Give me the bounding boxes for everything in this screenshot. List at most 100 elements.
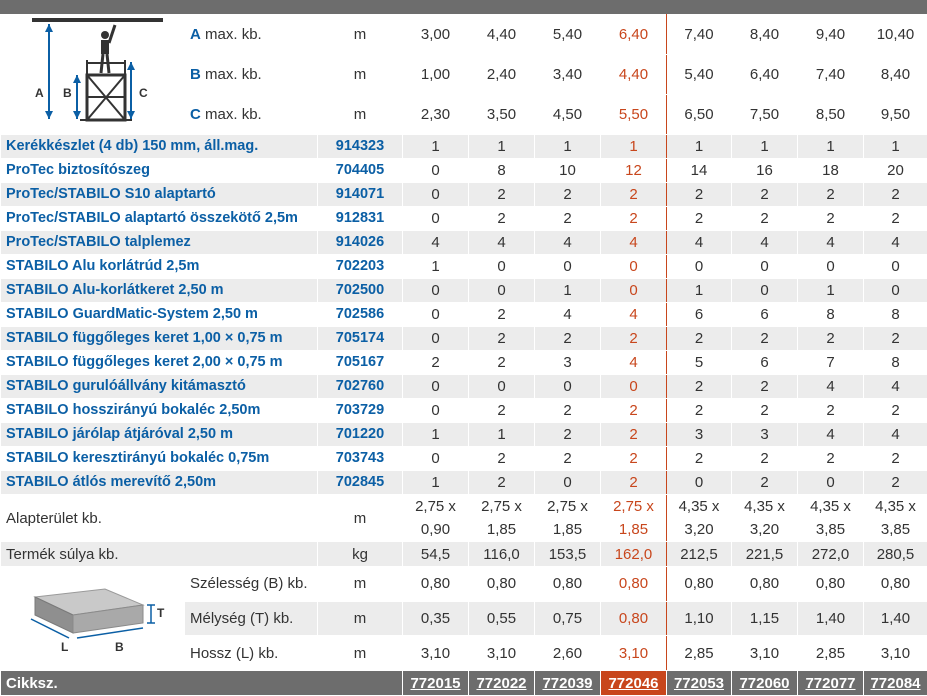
package-value-6: 3,10 — [732, 636, 798, 671]
article-number-link-4[interactable]: 772046 — [601, 671, 667, 696]
height-value-6: 7,50 — [732, 95, 798, 135]
height-value-2: 2,40 — [469, 55, 535, 95]
footprint-value-line1: 2,75 x — [469, 495, 534, 518]
part-qty-8: 4 — [864, 375, 927, 399]
part-qty-8: 2 — [864, 207, 927, 231]
height-value-5: 7,40 — [667, 15, 732, 55]
part-qty-3: 1 — [535, 135, 601, 159]
article-number-link-8[interactable]: 772084 — [864, 671, 927, 696]
part-qty-5: 2 — [667, 399, 732, 423]
part-qty-1: 1 — [403, 135, 469, 159]
height-label-text: max. kb. — [205, 26, 262, 43]
article-number-link-7[interactable]: 772077 — [798, 671, 864, 696]
part-qty-1: 0 — [403, 159, 469, 183]
part-code: 702760 — [318, 375, 403, 399]
part-qty-3: 1 — [535, 279, 601, 303]
footprint-value-line1: 4,35 x — [864, 495, 927, 518]
package-value-4: 0,80 — [601, 567, 667, 602]
part-code: 914026 — [318, 231, 403, 255]
scaffold-picture: A B C — [1, 15, 185, 135]
height-value-8: 10,40 — [864, 15, 927, 55]
part-name: STABILO járólap átjáróval 2,50 m — [1, 423, 318, 447]
height-value-4: 6,40 — [601, 15, 667, 55]
footprint-value-line1: 4,35 x — [798, 495, 863, 518]
footprint-value-line1: 2,75 x — [601, 495, 666, 518]
part-qty-7: 1 — [798, 279, 864, 303]
weight-label: Termék súlya kb. — [1, 542, 318, 567]
part-qty-8: 1 — [864, 135, 927, 159]
height-value-3: 3,40 — [535, 55, 601, 95]
part-name: STABILO Alu korlátrúd 2,5m — [1, 255, 318, 279]
weight-value-4: 162,0 — [601, 542, 667, 567]
weight-value-1: 54,5 — [403, 542, 469, 567]
height-value-2: 3,50 — [469, 95, 535, 135]
package-value-1: 0,80 — [403, 567, 469, 602]
part-qty-7: 0 — [798, 255, 864, 279]
package-unit: m — [318, 636, 403, 671]
part-qty-6: 0 — [732, 255, 798, 279]
part-qty-4: 0 — [601, 255, 667, 279]
part-qty-7: 18 — [798, 159, 864, 183]
part-qty-3: 4 — [535, 231, 601, 255]
height-value-6: 6,40 — [732, 55, 798, 95]
footprint-value-line1: 2,75 x — [403, 495, 468, 518]
footprint-value-line2: 1,85 — [535, 518, 600, 541]
part-qty-1: 0 — [403, 375, 469, 399]
part-qty-4: 4 — [601, 351, 667, 375]
part-qty-2: 0 — [469, 255, 535, 279]
part-qty-4: 2 — [601, 327, 667, 351]
height-value-8: 9,50 — [864, 95, 927, 135]
part-qty-5: 14 — [667, 159, 732, 183]
part-qty-1: 0 — [403, 447, 469, 471]
box-label-t: T — [157, 606, 165, 620]
part-qty-6: 2 — [732, 207, 798, 231]
article-number-link-1[interactable]: 772015 — [403, 671, 469, 696]
height-value-7: 7,40 — [798, 55, 864, 95]
weight-value-8: 280,5 — [864, 542, 927, 567]
part-qty-6: 2 — [732, 399, 798, 423]
part-qty-7: 2 — [798, 183, 864, 207]
part-qty-8: 2 — [864, 183, 927, 207]
height-unit: m — [318, 95, 403, 135]
part-qty-8: 0 — [864, 255, 927, 279]
part-qty-6: 0 — [732, 279, 798, 303]
package-value-6: 1,15 — [732, 601, 798, 636]
height-value-1: 2,30 — [403, 95, 469, 135]
scaffold-label-b: B — [63, 86, 72, 100]
part-qty-2: 4 — [469, 231, 535, 255]
part-qty-8: 4 — [864, 423, 927, 447]
article-number-link-5[interactable]: 772053 — [667, 671, 732, 696]
height-value-4: 5,50 — [601, 95, 667, 135]
package-value-8: 0,80 — [864, 567, 927, 602]
part-qty-7: 7 — [798, 351, 864, 375]
part-qty-4: 2 — [601, 399, 667, 423]
part-code: 705167 — [318, 351, 403, 375]
part-qty-5: 4 — [667, 231, 732, 255]
part-qty-6: 3 — [732, 423, 798, 447]
footprint-value-line2: 1,85 — [469, 518, 534, 541]
article-number-link-6[interactable]: 772060 — [732, 671, 798, 696]
part-code: 702586 — [318, 303, 403, 327]
box-label-l: L — [61, 640, 68, 654]
package-unit: m — [318, 567, 403, 602]
package-picture: T L B — [1, 567, 185, 671]
part-code: 914323 — [318, 135, 403, 159]
part-qty-2: 0 — [469, 279, 535, 303]
footprint-value-line2: 0,90 — [403, 518, 468, 541]
part-qty-6: 6 — [732, 303, 798, 327]
article-number-link-2[interactable]: 772022 — [469, 671, 535, 696]
article-number-link-3[interactable]: 772039 — [535, 671, 601, 696]
part-qty-4: 0 — [601, 375, 667, 399]
package-unit: m — [318, 601, 403, 636]
part-qty-6: 2 — [732, 327, 798, 351]
part-qty-6: 2 — [732, 447, 798, 471]
part-qty-5: 2 — [667, 327, 732, 351]
